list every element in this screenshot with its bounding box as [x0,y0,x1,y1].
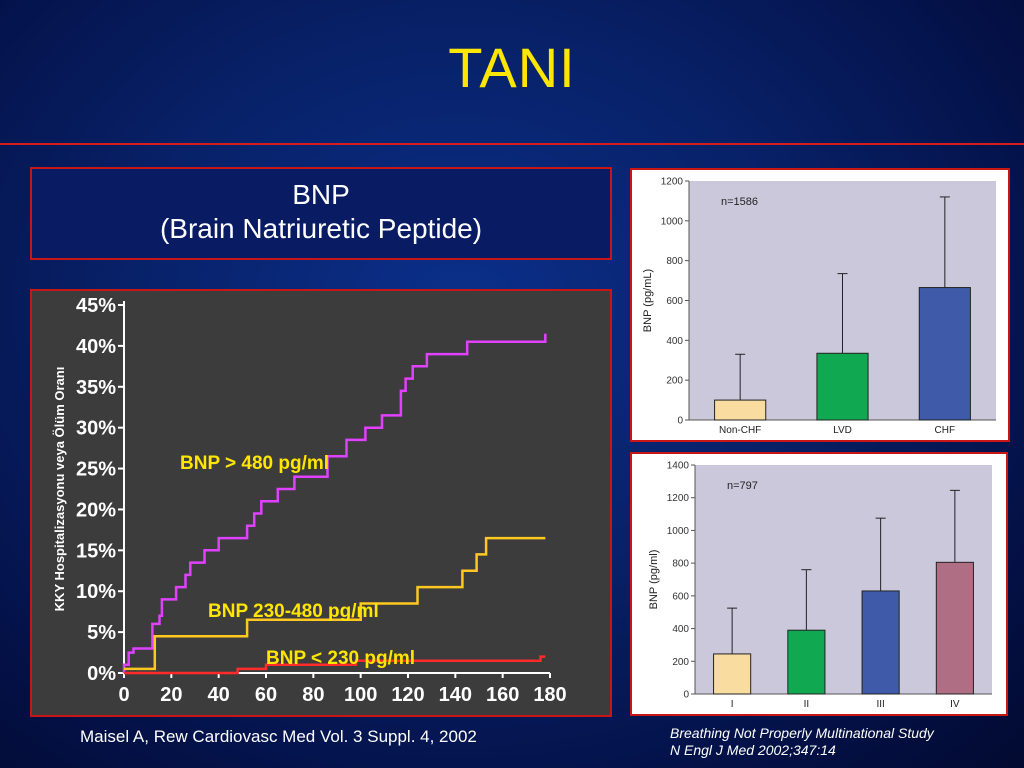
y-axis-title: KKY Hospitalizasyonu veya Ölüm Oranı [52,367,67,612]
category-label: III [876,699,884,710]
x-tick-label: 180 [533,684,566,706]
bar [787,629,826,695]
slide-title: TANI [448,36,576,99]
series-label-2: BNP 230-480 pg/ml [208,601,379,622]
survival-chart: 0% 5% 10% 15% 20% 25% 30% 35% 40% 45% 0 20 40 60 80 100… [52,295,567,706]
bnp-heading-line1: BNP [292,179,350,210]
bar [918,287,971,421]
category-label: CHF [935,425,956,436]
x-tick-label: 120 [391,684,424,706]
x-tick-label: 60 [255,684,277,706]
y-tick-label: 35% [76,377,116,399]
bar [816,352,869,421]
title-divider [0,143,1024,145]
bnp-by-diagnosis-chart: 0 200 400 600 800 1000 1200 BNP (pg/mL) n=1586 No… [642,177,996,436]
y-tick-label: 600 [666,296,683,307]
y-tick-label: 200 [672,657,689,668]
x-tick-label: 20 [160,684,182,706]
y-tick-label: 0% [87,663,116,685]
y-tick-label: 5% [87,622,116,644]
y-tick-label: 45% [76,295,116,317]
bnp-heading-line2: (Brain Natriuretic Peptide) [159,213,483,244]
citation-bnp-study-line1: Breathing Not Properly Multinational Stu… [670,725,934,741]
y-tick-label: 1400 [667,461,690,472]
sample-size-label: n=797 [727,480,758,492]
y-axis-title: BNP (pg/mL) [642,269,654,332]
series-line-3 [124,655,546,675]
x-tick-label: 40 [208,684,230,706]
y-tick-label: 0 [677,416,683,427]
category-label: II [804,699,810,710]
bnp-by-diagnosis-panel: 0 200 400 600 800 1000 1200 BNP (pg/mL) n=1586 No… [630,168,1010,442]
series-label-1: BNP > 480 pg/ml [180,453,329,474]
bnp-by-nyha-panel: 0 200 400 600 800 1000 1200 1400 BNP (pg/ml) n=79… [630,452,1008,716]
series-label-3: BNP < 230 pg/ml [266,648,415,669]
y-tick-label: 800 [666,256,683,267]
bar [935,561,974,695]
category-label: Non-CHF [719,425,761,436]
series-line-1 [122,333,547,673]
x-tick-label: 100 [344,684,377,706]
y-tick-label: 40% [76,336,116,358]
citation-bnp-study-line2: N Engl J Med 2002;347:14 [670,742,836,758]
y-tick-label: 10% [76,581,116,603]
bnp-by-nyha-chart: 0 200 400 600 800 1000 1200 1400 BNP (pg/ml) n=79… [648,461,992,710]
y-tick-label: 1200 [661,177,684,188]
y-tick-label: 15% [76,540,116,562]
x-tick-label: 80 [302,684,324,706]
y-tick-label: 600 [672,591,689,602]
series-line-2 [124,536,546,671]
y-tick-label: 400 [672,624,689,635]
x-tick-label: 140 [439,684,472,706]
category-label: LVD [833,425,852,436]
category-label: IV [950,699,960,710]
citation-bnp-study: Breathing Not Properly Multinational Stu… [670,725,934,759]
bnp-heading-box: BNP (Brain Natriuretic Peptide) [30,167,612,260]
x-tick-label: 0 [118,684,129,706]
citation-maisel: Maisel A, Rew Cardiovasc Med Vol. 3 Supp… [80,727,477,746]
y-tick-label: 25% [76,459,116,481]
y-tick-label: 1000 [667,526,690,537]
y-tick-label: 400 [666,336,683,347]
x-tick-label: 160 [486,684,519,706]
y-tick-label: 200 [666,376,683,387]
y-tick-label: 800 [672,559,689,570]
sample-size-label: n=1586 [721,196,758,208]
bar [861,590,900,695]
bar [713,653,752,695]
survival-chart-panel: 0% 5% 10% 15% 20% 25% 30% 35% 40% 45% 0 20 40 60 80 100… [30,289,612,717]
y-tick-label: 1200 [667,493,690,504]
y-axis-title: BNP (pg/ml) [648,550,660,610]
bar [714,399,767,421]
category-label: I [731,699,734,710]
y-tick-label: 1000 [661,216,684,227]
y-tick-label: 0 [683,690,689,701]
y-tick-label: 20% [76,499,116,521]
y-tick-label: 30% [76,418,116,440]
